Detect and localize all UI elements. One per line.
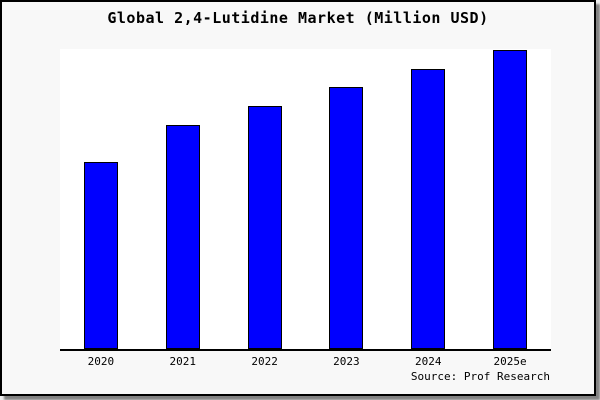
bar-2025e [493,50,528,349]
x-axis-label: 2025e [493,355,527,368]
bar-2024 [411,69,446,349]
x-axis-label: 2024 [415,355,442,368]
bar-2020 [83,162,118,349]
x-axis-label: 2021 [169,355,197,368]
x-axis-label: 2022 [251,355,278,368]
bar-2023 [329,87,364,349]
bar-2021 [165,125,200,349]
x-axis-label: 2020 [87,355,115,368]
source-note: Source: Prof Research [410,370,550,383]
x-axis-label: 2023 [333,355,360,368]
plot-area [60,49,551,351]
chart-title: Global 2,4-Lutidine Market (Million USD) [107,9,489,27]
bar-2022 [247,106,282,349]
